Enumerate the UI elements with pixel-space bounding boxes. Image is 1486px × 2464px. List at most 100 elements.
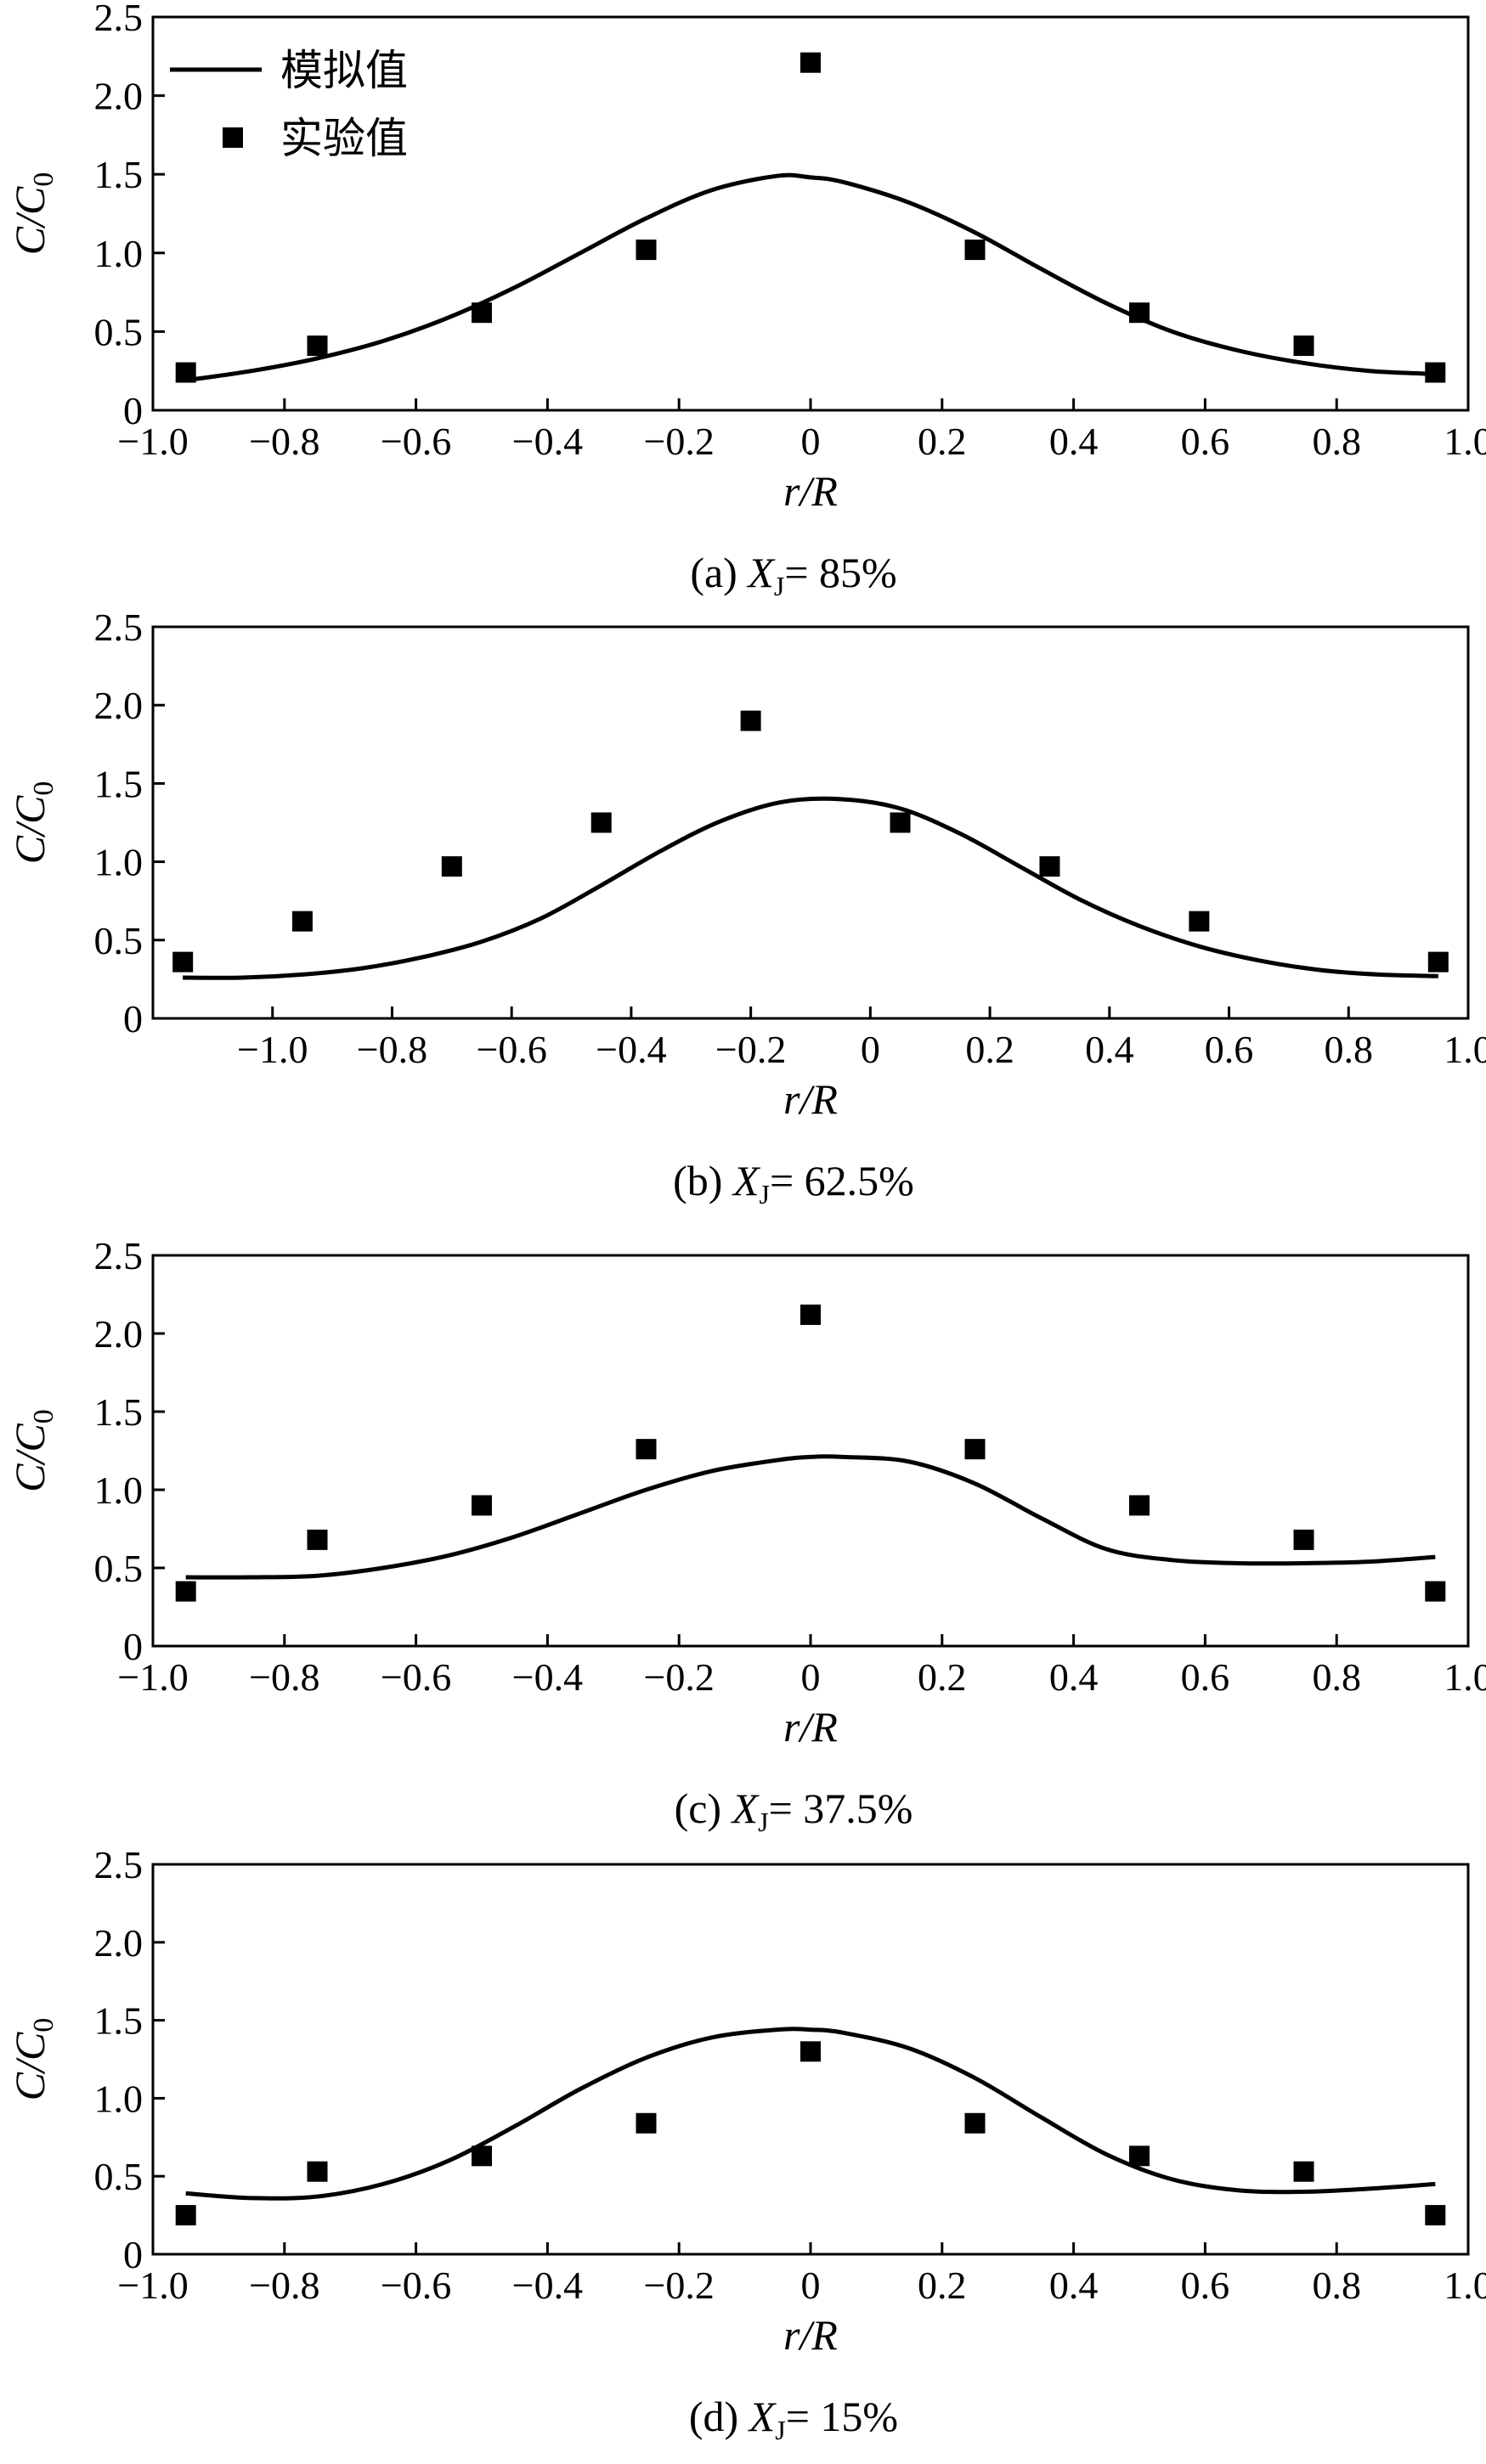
x-tick-label: 0.6 — [1181, 1655, 1230, 1699]
x-tick-label: 1.0 — [1444, 1655, 1486, 1699]
x-tick-label: −0.2 — [715, 1028, 786, 1071]
experimental-point — [1425, 1581, 1446, 1602]
x-axis-label: r/R — [783, 2311, 838, 2359]
experimental-point — [964, 240, 986, 261]
x-tick-label: 0.6 — [1181, 420, 1230, 463]
y-axis-label: C/C0 — [6, 172, 59, 256]
y-tick-label: 2.0 — [94, 684, 144, 727]
experimental-point — [441, 856, 462, 877]
y-tick-label: 2.0 — [94, 1312, 144, 1356]
experimental-point — [172, 951, 194, 973]
y-tick-label: 0.5 — [94, 310, 144, 353]
experimental-point — [175, 1581, 196, 1602]
y-tick-label: 0 — [123, 389, 143, 432]
experimental-point — [800, 52, 821, 73]
x-tick-label: −0.4 — [596, 1028, 666, 1071]
simulated-curve — [185, 172, 1436, 383]
x-tick-label: 0.4 — [1085, 1028, 1134, 1071]
x-tick-label: −1.0 — [117, 420, 188, 463]
experimental-point — [472, 1495, 492, 1516]
y-tick-label: 0.5 — [94, 2155, 144, 2198]
simulated-curve — [185, 2027, 1436, 2201]
legend-label-experimental: 实验值 — [280, 114, 408, 163]
experimental-point — [1129, 1495, 1150, 1516]
x-tick-label: −0.2 — [643, 2264, 714, 2307]
plot-frame — [151, 625, 1470, 1020]
experimental-point — [175, 2205, 196, 2226]
x-tick-label: −0.6 — [381, 420, 451, 463]
experimental-point — [590, 812, 612, 833]
x-tick-label: −0.2 — [643, 1655, 714, 1699]
experimental-point — [1129, 2145, 1150, 2167]
experimental-point — [964, 1439, 986, 1460]
simulated-curve — [185, 1454, 1436, 1580]
experimental-point — [800, 1304, 821, 1325]
experimental-point — [1039, 856, 1060, 877]
x-tick-label: 0.2 — [918, 1655, 967, 1699]
x-tick-label: 0.4 — [1049, 420, 1099, 463]
x-tick-label: 0.2 — [965, 1028, 1014, 1071]
legend-label-simulated: 模拟值 — [280, 46, 408, 95]
experimental-point — [636, 240, 657, 261]
y-tick-label: 1.0 — [94, 2077, 144, 2120]
y-tick-label: 1.5 — [94, 762, 144, 805]
x-tick-label: 0 — [801, 420, 821, 463]
y-tick-label: 2.5 — [94, 1843, 144, 1886]
x-tick-label: 0.8 — [1312, 1655, 1361, 1699]
x-tick-label: 1.0 — [1444, 420, 1486, 463]
experimental-point — [307, 1529, 328, 1550]
y-tick-label: 1.0 — [94, 232, 144, 275]
x-tick-label: −0.4 — [512, 2264, 583, 2307]
x-tick-label: 0 — [801, 1655, 821, 1699]
x-tick-label: 0.4 — [1049, 1655, 1099, 1699]
experimental-point — [1293, 1529, 1314, 1550]
experimental-point — [800, 2041, 821, 2062]
y-axis-label: C/C0 — [6, 2018, 59, 2101]
experimental-point — [1129, 302, 1150, 324]
x-tick-label: 0.6 — [1181, 2264, 1230, 2307]
panel-caption: (b) XJ= 62.5% — [673, 1157, 914, 1209]
panel-caption: (c) XJ= 37.5% — [675, 1785, 913, 1837]
y-tick-label: 1.5 — [94, 153, 144, 196]
experimental-point — [472, 2145, 492, 2167]
experimental-point — [307, 335, 328, 357]
panel-caption: (a) XJ= 85% — [690, 549, 896, 601]
y-tick-label: 1.5 — [94, 1390, 144, 1434]
experimental-point — [1425, 362, 1446, 383]
experimental-point — [291, 911, 313, 932]
experimental-point — [472, 302, 492, 324]
y-tick-label: 1.0 — [94, 1469, 144, 1512]
experimental-point — [1293, 335, 1314, 357]
y-tick-label: 0.5 — [94, 919, 144, 962]
experimental-point — [1189, 911, 1210, 932]
x-tick-label: 0.8 — [1312, 2264, 1361, 2307]
x-tick-label: −0.6 — [476, 1028, 546, 1071]
simulated-curve — [183, 796, 1438, 980]
panel-c: −1.0 −0.8 −0.6 −0.4 −0.2 0 0.2 0.4 0.6 0.8 1.0 0 0.5… — [6, 1234, 1486, 1837]
x-tick-label: −0.8 — [357, 1028, 427, 1071]
y-axis-label: C/C0 — [6, 781, 59, 865]
x-tick-label: −0.4 — [512, 1655, 583, 1699]
experimental-point — [1293, 2161, 1314, 2182]
x-axis-label: r/R — [783, 1703, 838, 1751]
y-tick-label: 0.5 — [94, 1547, 144, 1590]
x-tick-label: −0.8 — [249, 1655, 319, 1699]
experimental-point — [740, 710, 761, 731]
x-tick-label: 0 — [801, 2264, 821, 2307]
y-tick-label: 2.5 — [94, 1234, 144, 1277]
x-tick-label: −1.0 — [117, 2264, 188, 2307]
x-tick-label: −0.8 — [249, 420, 319, 463]
x-tick-label: 0.8 — [1325, 1028, 1374, 1071]
y-tick-label: 1.5 — [94, 1999, 144, 2043]
x-axis-label: r/R — [783, 1075, 838, 1123]
x-tick-label: −1.0 — [237, 1028, 308, 1071]
x-tick-label: −1.0 — [117, 1655, 188, 1699]
y-axis-label: C/C0 — [6, 1409, 59, 1492]
y-tick-label: 2.5 — [94, 0, 144, 39]
x-tick-label: 0.2 — [918, 2264, 967, 2307]
y-tick-label: 0 — [123, 1625, 143, 1668]
panel-b: −1.0 −0.8 −0.6 −0.4 −0.2 0 0.2 0.4 0.6 0.8 1.0 0 0.5… — [6, 606, 1486, 1209]
x-tick-label: −0.6 — [381, 1655, 451, 1699]
y-tick-label: 2.5 — [94, 606, 144, 649]
